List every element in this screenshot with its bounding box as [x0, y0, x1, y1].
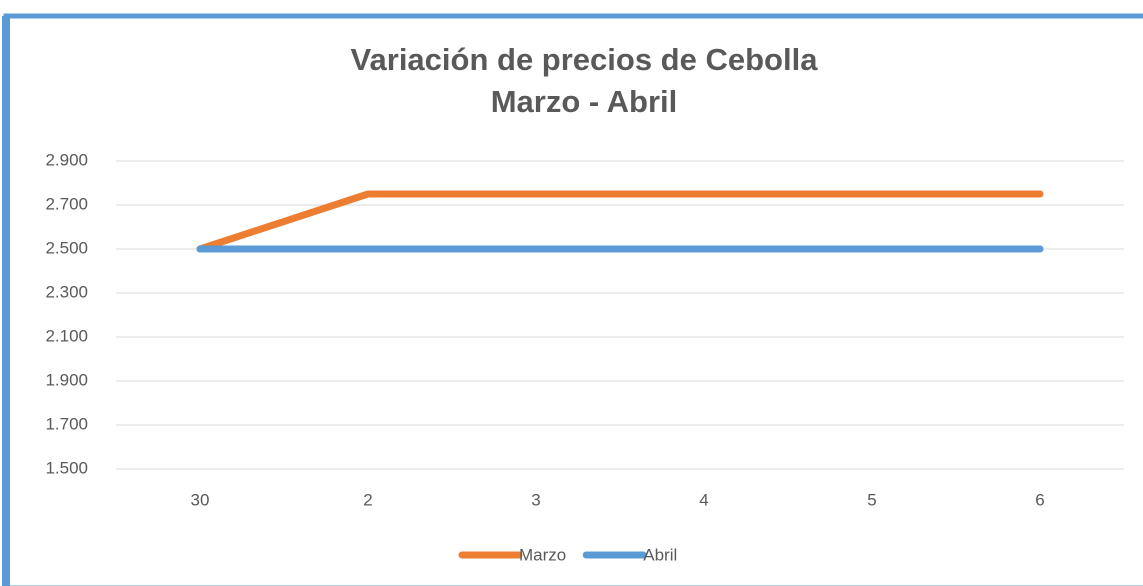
series-line: [196, 190, 1044, 253]
legend-label: Marzo: [519, 545, 566, 564]
y-tick-label: 2.100: [45, 326, 88, 345]
chart-title: Variación de precios de Cebolla: [351, 42, 819, 77]
x-tick-label: 2: [363, 490, 372, 509]
y-tick-label: 2.300: [45, 282, 88, 301]
chart-title: Marzo - Abril: [491, 84, 678, 119]
x-tick-label: 30: [191, 490, 210, 509]
chart-frame-left: [2, 16, 10, 586]
legend-label: Abril: [643, 545, 677, 564]
y-tick-label: 1.500: [45, 458, 88, 477]
y-tick-label: 2.500: [45, 238, 88, 257]
x-tick-label: 4: [699, 490, 708, 509]
x-tick-label: 5: [867, 490, 876, 509]
y-tick-label: 2.700: [45, 194, 88, 213]
x-tick-label: 6: [1035, 490, 1044, 509]
x-tick-label: 3: [531, 490, 540, 509]
y-tick-label: 2.900: [45, 150, 88, 169]
y-tick-label: 1.900: [45, 370, 88, 389]
y-tick-label: 1.700: [45, 414, 88, 433]
